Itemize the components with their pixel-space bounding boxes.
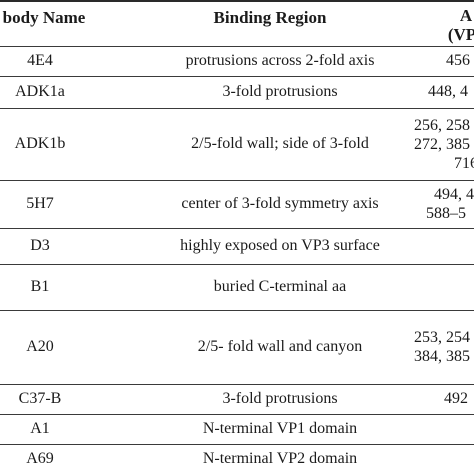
- row-region-cell: 2/5-fold wall; side of 3-fold: [191, 135, 369, 152]
- aa-line: 253, 254: [414, 329, 470, 346]
- row-region-cell: 3-fold protrusions: [222, 83, 338, 100]
- row-region-cell: protrusions across 2-fold axis: [185, 52, 375, 69]
- row-name-cell: A69: [26, 450, 54, 467]
- header-bottom-rule: [0, 46, 474, 47]
- row-region-cell: highly exposed on VP3 surface: [180, 237, 380, 254]
- aa-line: 272, 385: [414, 135, 470, 153]
- aa-line: 384, 385: [414, 348, 470, 365]
- row-aa-cell: 492: [444, 390, 468, 407]
- row-aa-cell: 456: [446, 52, 470, 69]
- header-antibody-name: body Name: [2, 8, 86, 27]
- row-name-cell: A1: [30, 420, 50, 437]
- row-name-cell: A20: [26, 338, 54, 355]
- header-aa-residues: A (VP: [434, 2, 474, 48]
- row-aa-cell: 253, 254 384, 385: [414, 311, 474, 383]
- row-region-cell: center of 3-fold symmetry axis: [181, 195, 379, 212]
- row-region-cell: N-terminal VP2 domain: [202, 450, 358, 467]
- aa-line: 256, 258: [414, 116, 470, 134]
- row-aa-cell: 448, 4: [428, 83, 468, 100]
- row-region-cell: N-terminal VP1 domain: [202, 420, 358, 437]
- row-divider: [0, 108, 474, 109]
- row-name-cell: D3: [30, 237, 50, 254]
- row-aa-cell: 494, 4 588–5: [426, 181, 474, 227]
- header-aa-line2: (VP: [447, 25, 474, 44]
- table-top-rule: [0, 0, 474, 2]
- row-name-cell: 5H7: [26, 195, 54, 212]
- row-divider: [0, 76, 474, 77]
- aa-line: 588–5: [426, 205, 466, 222]
- aa-line: 494, 4: [434, 186, 474, 203]
- row-region-cell: 2/5- fold wall and canyon: [197, 338, 363, 355]
- header-aa-line1: A: [459, 6, 473, 25]
- row-name-cell: C37-B: [18, 390, 62, 407]
- row-name-cell: ADK1a: [15, 83, 65, 100]
- row-region-cell: buried C-terminal aa: [213, 278, 347, 295]
- row-divider: [0, 310, 474, 311]
- row-divider: [0, 180, 474, 181]
- header-binding-region: Binding Region: [213, 8, 327, 27]
- row-divider: [0, 228, 474, 229]
- row-name-cell: B1: [30, 278, 50, 295]
- aa-line: 716: [454, 154, 474, 172]
- row-divider: [0, 264, 474, 265]
- row-aa-cell: 256, 258 272, 385 716: [414, 109, 474, 179]
- row-divider: [0, 414, 474, 415]
- row-divider: [0, 444, 474, 445]
- row-name-cell: 4E4: [27, 52, 53, 69]
- row-divider: [0, 384, 474, 385]
- row-region-cell: 3-fold protrusions: [222, 390, 338, 407]
- row-name-cell: ADK1b: [14, 135, 66, 152]
